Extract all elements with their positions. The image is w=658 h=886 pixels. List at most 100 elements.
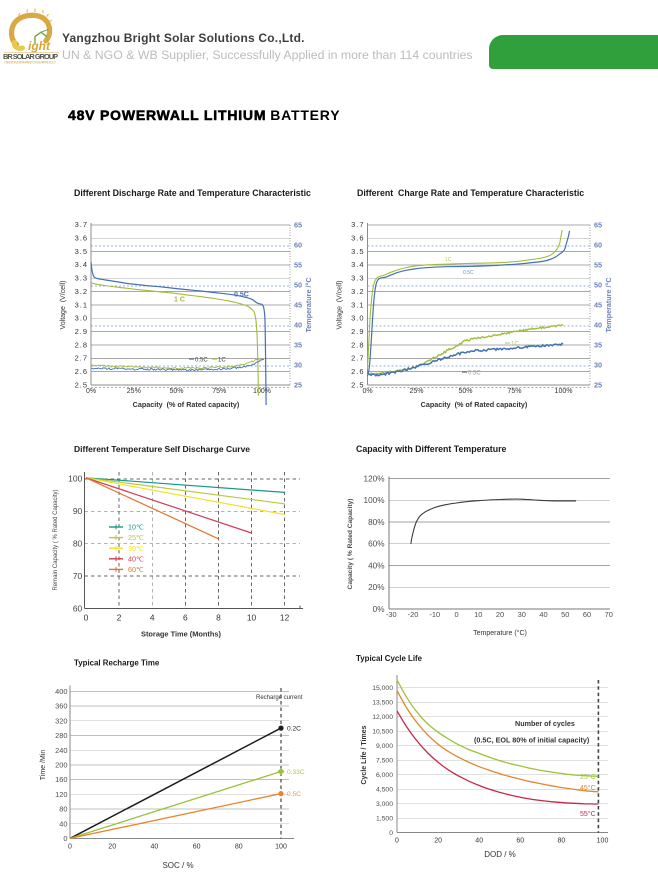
svg-text:40: 40 <box>151 843 159 850</box>
svg-text:12: 12 <box>280 613 290 623</box>
svg-text:Temperature /°C: Temperature /°C <box>604 277 613 332</box>
svg-text:ight: ight <box>28 39 51 53</box>
svg-text:25: 25 <box>594 381 602 390</box>
svg-text:3.4: 3.4 <box>75 260 88 269</box>
svg-text:50: 50 <box>294 281 302 290</box>
svg-text:70: 70 <box>73 571 83 581</box>
svg-text:-30: -30 <box>386 610 397 619</box>
svg-text:35: 35 <box>594 341 602 350</box>
svg-text:45°C: 45°C <box>580 784 596 792</box>
svg-text:70: 70 <box>605 610 613 619</box>
svg-text:10℃: 10℃ <box>128 523 144 532</box>
svg-text:100: 100 <box>68 474 82 484</box>
svg-text:50: 50 <box>561 610 569 619</box>
svg-text:100: 100 <box>597 838 609 845</box>
svg-text:65: 65 <box>594 220 602 229</box>
svg-text:40: 40 <box>294 321 302 330</box>
svg-text:0%: 0% <box>86 388 96 395</box>
svg-text:7,500: 7,500 <box>376 758 393 765</box>
svg-text:Cycle Life / Times: Cycle Life / Times <box>361 725 368 784</box>
svg-text:40%: 40% <box>368 561 384 570</box>
svg-text:0.2C: 0.2C <box>287 726 301 733</box>
svg-text:75%: 75% <box>212 388 226 395</box>
svg-text:Temperature (°C): Temperature (°C) <box>473 629 527 637</box>
svg-text:2.5: 2.5 <box>351 380 364 389</box>
svg-text:80: 80 <box>73 539 83 549</box>
svg-text:Different Temperature Self Dis: Different Temperature Self Discharge Cur… <box>74 444 250 454</box>
svg-text:40℃: 40℃ <box>128 554 144 563</box>
svg-text:1,500: 1,500 <box>376 816 393 823</box>
svg-text:Voltage (V/cell): Voltage (V/cell) <box>337 280 344 329</box>
svg-text:65: 65 <box>294 220 302 229</box>
svg-text:60: 60 <box>73 603 83 613</box>
svg-text:60: 60 <box>594 240 602 249</box>
svg-text:40: 40 <box>59 819 67 828</box>
svg-text:120%: 120% <box>364 474 385 483</box>
svg-text:40: 40 <box>539 610 547 619</box>
svg-text:25°C: 25°C <box>580 773 596 781</box>
svg-text:6,000: 6,000 <box>376 772 393 779</box>
svg-text:10: 10 <box>474 610 482 619</box>
svg-text:Recharge current: Recharge current <box>256 695 303 701</box>
svg-text:Voltage (V/cell): Voltage (V/cell) <box>60 280 67 329</box>
svg-text:50: 50 <box>594 281 602 290</box>
svg-text:80%: 80% <box>368 518 384 527</box>
svg-text:0: 0 <box>389 830 393 837</box>
svg-text:50%: 50% <box>458 388 472 395</box>
svg-text:2.8: 2.8 <box>75 340 88 349</box>
svg-text:20: 20 <box>108 843 116 850</box>
svg-text:3.6: 3.6 <box>75 234 88 243</box>
svg-text:75%: 75% <box>507 388 521 395</box>
svg-text:320: 320 <box>55 716 67 725</box>
svg-text:Capacity with Different Temper: Capacity with Different Temperature <box>356 444 507 454</box>
svg-text:30: 30 <box>594 361 602 370</box>
svg-text:3.0: 3.0 <box>75 314 88 323</box>
svg-text:Capacity (% of Rated capacity: Capacity (% of Rated capacity) <box>421 400 528 409</box>
svg-text:3.7: 3.7 <box>351 220 364 229</box>
svg-text:3.5: 3.5 <box>75 247 88 256</box>
svg-text:40: 40 <box>475 838 483 845</box>
svg-text:(0.5C, EOL 80% of initial capa: (0.5C, EOL 80% of initial capacity) <box>474 736 590 745</box>
svg-text:3.1: 3.1 <box>75 300 88 309</box>
svg-text:Different Discharge Rate and T: Different Discharge Rate and Temperature… <box>74 188 311 198</box>
svg-text:90: 90 <box>73 506 83 516</box>
svg-text:20%: 20% <box>368 583 384 592</box>
svg-text:13,500: 13,500 <box>372 700 393 707</box>
svg-text:1C: 1C <box>218 358 226 364</box>
svg-text:60℃: 60℃ <box>128 565 144 574</box>
svg-text:55°C: 55°C <box>580 810 596 818</box>
svg-text:12,000: 12,000 <box>372 714 393 721</box>
svg-text:DOD / %: DOD / % <box>484 850 516 859</box>
svg-text:35: 35 <box>294 341 302 350</box>
svg-text:0.5C: 0.5C <box>287 791 301 798</box>
svg-text:0.5C: 0.5C <box>195 358 208 364</box>
svg-text:0%: 0% <box>373 605 385 614</box>
svg-text:2.7: 2.7 <box>75 354 88 363</box>
svg-text:3.3: 3.3 <box>75 274 88 283</box>
svg-text:3.4: 3.4 <box>351 260 364 269</box>
svg-text:60: 60 <box>516 838 524 845</box>
svg-text:2.8: 2.8 <box>351 340 364 349</box>
svg-text:25%: 25% <box>127 388 141 395</box>
svg-text:9,000: 9,000 <box>376 743 393 750</box>
svg-text:3.2: 3.2 <box>351 287 364 296</box>
svg-text:25%: 25% <box>409 388 423 395</box>
svg-text:60: 60 <box>294 240 302 249</box>
svg-text:80: 80 <box>59 805 67 814</box>
svg-text:10: 10 <box>247 613 257 623</box>
svg-text:8: 8 <box>216 613 221 623</box>
svg-text:0: 0 <box>63 834 67 843</box>
svg-text:45: 45 <box>294 301 302 310</box>
svg-text:20: 20 <box>434 838 442 845</box>
svg-text:0.5C: 0.5C <box>468 371 481 377</box>
svg-text:Storage Time (Months): Storage Time (Months) <box>141 630 221 639</box>
svg-text:Temperature /°C: Temperature /°C <box>304 277 313 332</box>
svg-text:120: 120 <box>55 790 67 799</box>
svg-text:280: 280 <box>55 731 67 740</box>
svg-text:360: 360 <box>55 702 67 711</box>
svg-text:Typical Cycle Life: Typical Cycle Life <box>356 654 423 663</box>
svg-text:60%: 60% <box>368 540 384 549</box>
svg-text:2.6: 2.6 <box>75 367 88 376</box>
svg-text:25: 25 <box>294 381 302 390</box>
svg-text:2.7: 2.7 <box>351 354 364 363</box>
